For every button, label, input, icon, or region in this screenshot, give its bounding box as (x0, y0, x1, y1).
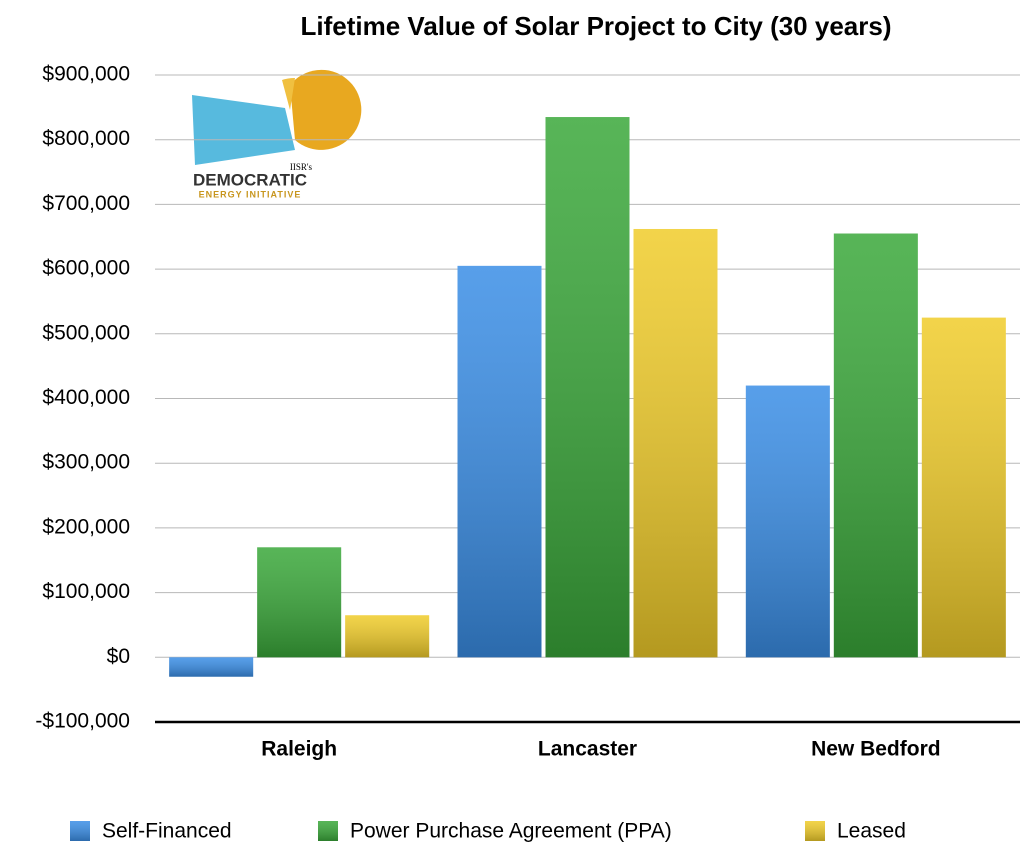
logo-ray (282, 77, 295, 110)
legend-swatch-shade (805, 821, 825, 841)
y-tick-label: -$100,000 (35, 710, 130, 733)
legend-swatch-shade (318, 821, 338, 841)
bar-shade (545, 117, 630, 658)
y-tick-label: $800,000 (42, 127, 130, 150)
y-tick-label: $200,000 (42, 515, 130, 538)
y-tick-label: $700,000 (42, 192, 130, 215)
y-tick-label: $100,000 (42, 580, 130, 603)
bar-shade (457, 265, 542, 658)
y-tick-label: $300,000 (42, 451, 130, 474)
logo-owner: IISR's (290, 162, 313, 172)
bar-shade (257, 547, 342, 658)
logo-tagline: ENERGY INITIATIVE (199, 189, 302, 199)
y-tick-label: $500,000 (42, 321, 130, 344)
bar-shade (169, 657, 254, 677)
y-tick-label: $900,000 (42, 63, 130, 86)
bar-shade (921, 317, 1006, 658)
bar-shade (345, 615, 430, 658)
x-tick-label: New Bedford (811, 738, 941, 761)
bar-shade (833, 233, 918, 658)
y-tick-label: $0 (107, 645, 130, 668)
logo-name: DEMOCRATIC (193, 170, 307, 189)
legend-swatch-shade (70, 821, 90, 841)
logo: IISR's DEMOCRATIC ENERGY INITIATIVE (192, 69, 362, 199)
y-tick-label: $400,000 (42, 386, 130, 409)
legend-label: Self-Financed (102, 820, 232, 843)
y-tick-label: $600,000 (42, 257, 130, 280)
logo-panel (192, 95, 295, 165)
x-tick-label: Raleigh (261, 738, 337, 761)
x-tick-label: Lancaster (538, 738, 637, 761)
legend-label: Leased (837, 820, 906, 843)
legend-label: Power Purchase Agreement (PPA) (350, 820, 672, 843)
logo-sun (290, 69, 362, 150)
bar-shade (745, 385, 830, 658)
bar-shade (633, 228, 718, 658)
chart-title: Lifetime Value of Solar Project to City … (301, 11, 892, 41)
